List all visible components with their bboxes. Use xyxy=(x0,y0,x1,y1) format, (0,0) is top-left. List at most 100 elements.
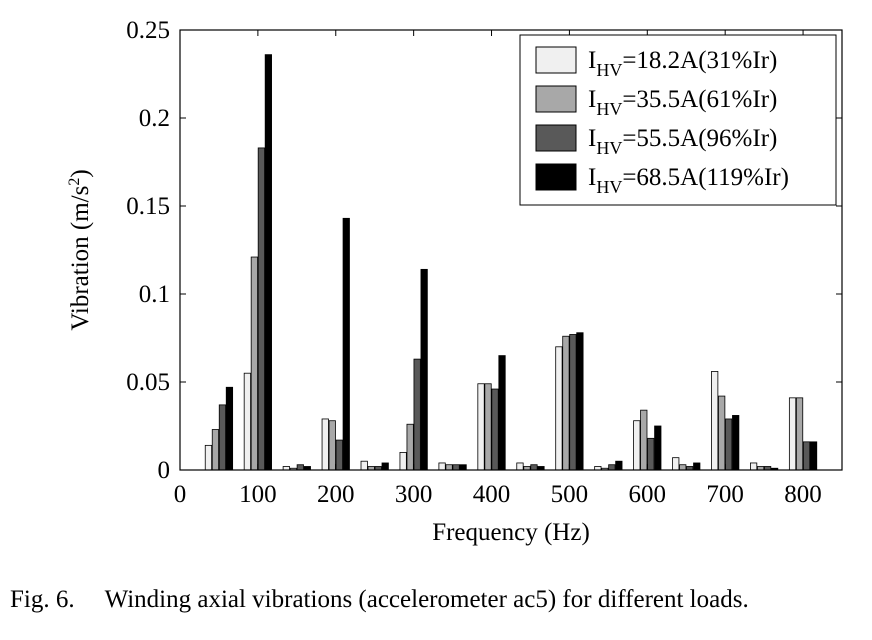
bar-650hz-series-1 xyxy=(672,457,680,471)
y-axis-label-sup: 2 xyxy=(66,178,83,186)
bar-350hz-series-3 xyxy=(452,464,460,471)
bar-450hz-series-3 xyxy=(530,464,538,471)
bar-350hz-series-1 xyxy=(438,462,446,471)
caption-text: Winding axial vibrations (accelerometer … xyxy=(104,586,749,613)
legend-swatch-series-3 xyxy=(535,124,577,152)
bar-50hz-series-1 xyxy=(204,444,213,471)
y-tick-label: 0.25 xyxy=(126,17,170,44)
legend-label-suffix: =18.2A(31%Ir) xyxy=(622,47,777,74)
x-tick-label: 100 xyxy=(239,481,277,508)
x-tick-label: 0 xyxy=(174,481,187,508)
legend-label-series-4: IHV=68.5A(119%Ir) xyxy=(588,164,789,197)
legend-label-subscript: HV xyxy=(596,177,622,197)
bar-200hz-series-1 xyxy=(321,418,329,471)
legend-label-prefix: I xyxy=(588,86,596,113)
bar-300hz-series-4 xyxy=(420,268,428,471)
legend-label-suffix: =68.5A(119%Ir) xyxy=(622,164,789,191)
bar-650hz-series-4 xyxy=(693,462,701,471)
legend-label-subscript: HV xyxy=(596,60,622,80)
x-tick-label: 600 xyxy=(629,481,667,508)
figure: 0 0.05 0.1 0.15 0.2 0.25 0 100 200 300 400 500 600 7… xyxy=(66,17,843,546)
bar-550hz-series-4 xyxy=(615,460,623,471)
bar-50hz-series-3 xyxy=(218,404,227,471)
figure-caption: Fig. 6. Winding axial vibrations (acceler… xyxy=(10,586,862,614)
bar-700hz-series-3 xyxy=(725,418,733,471)
bar-300hz-series-3 xyxy=(413,358,421,471)
y-axis-label-close: ) xyxy=(67,169,94,177)
bars-group xyxy=(204,54,818,471)
bar-750hz-series-1 xyxy=(750,462,758,471)
bar-500hz-series-1 xyxy=(555,346,563,471)
bar-chart: 0 0.05 0.1 0.15 0.2 0.25 0 100 200 300 400 500 600 7… xyxy=(66,17,843,546)
bar-300hz-series-2 xyxy=(406,423,414,471)
bar-500hz-series-3 xyxy=(569,334,577,471)
legend-label-suffix: =55.5A(96%Ir) xyxy=(622,125,777,152)
x-axis-ticks: 0 100 200 300 400 500 600 700 800 xyxy=(174,30,822,508)
legend: IHV=18.2A(31%Ir)IHV=35.5A(61%Ir)IHV=55.5… xyxy=(519,34,837,206)
x-tick-label: 300 xyxy=(395,481,433,508)
y-axis-ticks: 0 0.05 0.1 0.15 0.2 0.25 xyxy=(126,17,842,484)
bar-800hz-series-2 xyxy=(795,397,804,471)
bar-800hz-series-1 xyxy=(788,397,797,471)
bar-700hz-series-1 xyxy=(711,371,719,471)
x-tick-label: 500 xyxy=(551,481,589,508)
y-axis-label-main: Vibration (m/s xyxy=(67,186,94,331)
bar-200hz-series-2 xyxy=(328,420,336,471)
y-tick-label: 0.2 xyxy=(139,105,170,132)
bar-350hz-series-2 xyxy=(445,464,453,471)
legend-swatch-series-4 xyxy=(535,163,577,191)
bar-200hz-series-4 xyxy=(342,217,350,471)
bar-350hz-series-4 xyxy=(459,464,467,471)
y-axis-label: Vibration (m/s2) xyxy=(66,169,94,330)
bar-550hz-series-3 xyxy=(608,464,616,471)
bar-500hz-series-4 xyxy=(576,332,584,471)
x-tick-label: 200 xyxy=(317,481,355,508)
x-tick-label: 800 xyxy=(784,481,822,508)
y-tick-label: 0.15 xyxy=(126,193,170,220)
bar-100hz-series-1 xyxy=(243,372,251,471)
bar-400hz-series-4 xyxy=(498,355,506,471)
y-tick-label: 0.05 xyxy=(126,369,170,396)
bar-300hz-series-1 xyxy=(399,451,407,471)
bar-400hz-series-1 xyxy=(477,383,485,471)
x-axis-label: Frequency (Hz) xyxy=(432,519,590,546)
legend-label-subscript: HV xyxy=(596,138,622,158)
legend-swatch-series-1 xyxy=(535,46,577,74)
bar-600hz-series-1 xyxy=(633,420,641,471)
bar-400hz-series-2 xyxy=(484,383,492,471)
bar-150hz-series-3 xyxy=(296,464,304,471)
legend-label-prefix: I xyxy=(588,164,596,191)
bar-200hz-series-3 xyxy=(335,439,343,471)
bar-250hz-series-1 xyxy=(360,460,368,471)
legend-label-prefix: I xyxy=(588,125,596,152)
y-tick-label: 0 xyxy=(158,457,171,484)
bar-700hz-series-4 xyxy=(732,415,740,471)
plot-frame xyxy=(179,29,843,471)
legend-label-prefix: I xyxy=(588,47,596,74)
bar-400hz-series-3 xyxy=(491,388,499,471)
legend-label-subscript: HV xyxy=(596,99,622,119)
x-tick-label: 400 xyxy=(473,481,511,508)
legend-label-series-1: IHV=18.2A(31%Ir) xyxy=(588,47,777,80)
bar-250hz-series-4 xyxy=(381,462,389,471)
bar-100hz-series-2 xyxy=(250,256,258,471)
y-tick-label: 0.1 xyxy=(139,281,170,308)
bar-700hz-series-2 xyxy=(718,395,726,471)
legend-label-series-2: IHV=35.5A(61%Ir) xyxy=(588,86,777,119)
bar-800hz-series-4 xyxy=(809,441,818,471)
bar-500hz-series-2 xyxy=(562,335,570,471)
legend-label-suffix: =35.5A(61%Ir) xyxy=(622,86,777,113)
bar-600hz-series-4 xyxy=(654,425,662,471)
bar-650hz-series-2 xyxy=(679,464,687,471)
bar-50hz-series-2 xyxy=(211,429,220,471)
bar-50hz-series-4 xyxy=(225,386,234,471)
legend-label-series-3: IHV=55.5A(96%Ir) xyxy=(588,125,777,158)
bar-100hz-series-3 xyxy=(257,147,265,471)
bar-600hz-series-3 xyxy=(647,437,655,471)
caption-label: Fig. 6. xyxy=(10,586,75,613)
x-tick-label: 700 xyxy=(706,481,744,508)
bar-800hz-series-3 xyxy=(802,441,811,471)
bar-100hz-series-4 xyxy=(264,54,272,471)
bar-450hz-series-1 xyxy=(516,462,524,471)
bar-600hz-series-2 xyxy=(640,409,648,471)
